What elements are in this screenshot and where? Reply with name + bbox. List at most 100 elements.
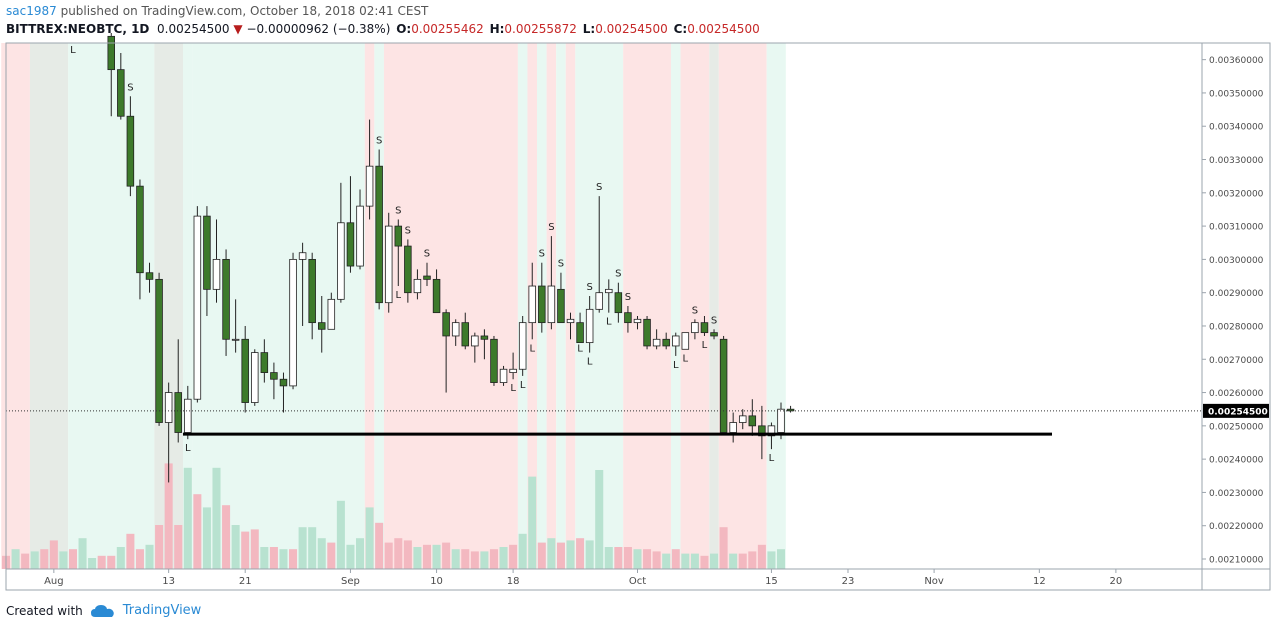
volume-bar — [738, 553, 747, 569]
candle-body — [356, 205, 364, 267]
signal-band — [623, 43, 671, 569]
candle-body — [241, 338, 249, 403]
candle-body — [193, 215, 202, 400]
candle-body — [566, 318, 575, 324]
time-tick-label: 15 — [765, 576, 778, 587]
volume-bar — [384, 542, 393, 569]
volume-bar — [88, 558, 97, 569]
volume-bar — [298, 527, 307, 569]
volume-bar — [681, 553, 690, 569]
time-tick-label: 13 — [162, 576, 175, 587]
volume-bar — [729, 553, 738, 569]
long-signal-label: L — [577, 343, 583, 354]
candle-body — [184, 398, 192, 433]
sell-signal-label: S — [539, 249, 545, 260]
candle-body — [432, 278, 441, 314]
price-tick-label: 0.00320000 — [1209, 189, 1264, 199]
candle-body — [461, 322, 470, 347]
signal-band — [709, 43, 719, 569]
volume-bar — [767, 551, 776, 569]
volume-bar — [250, 529, 259, 569]
volume-bar — [11, 549, 20, 569]
long-signal-label: L — [510, 383, 516, 394]
volume-bar — [690, 553, 699, 569]
candle-body — [758, 425, 766, 437]
price-tick-label: 0.00230000 — [1209, 489, 1264, 499]
volume-bar — [719, 527, 728, 569]
signal-band — [517, 43, 528, 569]
volume-bar — [346, 544, 355, 569]
volume-bar — [662, 553, 671, 569]
volume-bar — [623, 547, 632, 569]
volume-bar — [413, 547, 422, 569]
time-tick-label: Sep — [341, 576, 360, 587]
candle-body — [308, 258, 316, 324]
candle-body — [672, 335, 680, 347]
volume-bar — [289, 549, 298, 569]
volume-bar — [576, 538, 585, 569]
volume-bar — [212, 467, 221, 569]
candle-body — [117, 69, 125, 117]
author-link[interactable]: sac1987 — [6, 4, 57, 18]
time-axis[interactable]: Aug 13 21 Sep 10 18 Oct 15 23 Nov 12 20 — [6, 568, 1270, 587]
candle-body — [365, 165, 374, 207]
volume-bar — [174, 525, 183, 569]
candle-body — [729, 422, 737, 433]
volume-bar — [68, 549, 77, 569]
signal-band — [68, 43, 155, 569]
candle-body — [471, 335, 479, 347]
candle-body — [595, 292, 603, 310]
candle-body — [222, 258, 230, 340]
candle-body — [509, 368, 517, 373]
volume-bar — [97, 555, 106, 569]
signal-band — [29, 43, 69, 569]
candle-body — [767, 425, 776, 437]
candle-body — [662, 338, 670, 347]
published-text: published on TradingView.com, October 18… — [60, 4, 429, 18]
candle-body — [212, 258, 221, 290]
signal-band — [766, 43, 786, 569]
volume-bar — [49, 540, 58, 569]
open-label: O: — [396, 22, 412, 36]
volume-bar — [308, 527, 317, 569]
time-tick-label: 21 — [239, 576, 252, 587]
long-signal-label: L — [606, 317, 612, 328]
tradingview-cloud-icon — [90, 604, 114, 617]
candle-body — [691, 322, 699, 334]
volume-bar — [451, 549, 460, 569]
symbol-label[interactable]: BITTREX:NEOBTC, 1D — [6, 22, 150, 36]
created-with-text: Created with — [6, 603, 83, 618]
candle-body — [260, 352, 269, 373]
candle-body — [279, 378, 288, 387]
long-signal-label: L — [185, 443, 191, 454]
volume-bar — [489, 549, 498, 569]
volume-bar — [556, 542, 565, 569]
candle-body — [576, 322, 584, 344]
last-price-tag-text: 0.00254500 — [1208, 407, 1268, 417]
sell-signal-label: S — [376, 136, 382, 147]
sell-signal-label: S — [596, 182, 602, 193]
volume-bar — [585, 540, 594, 569]
price-tick-label: 0.00300000 — [1209, 256, 1264, 266]
sell-signal-label: S — [711, 315, 717, 326]
last-price-tag — [1203, 403, 1269, 418]
price-tick-label: 0.00240000 — [1209, 456, 1264, 466]
candles — [107, 33, 795, 483]
volume-bar — [327, 542, 336, 569]
volume-bar — [78, 538, 87, 569]
volume-bar — [547, 538, 556, 569]
publish-info: sac1987 published on TradingView.com, Oc… — [6, 4, 428, 18]
candle-body — [231, 338, 240, 341]
tradingview-brand-link[interactable]: TradingView — [122, 603, 202, 618]
price-tick-label: 0.00260000 — [1209, 389, 1264, 399]
volume-bar — [126, 533, 135, 569]
candle-body — [451, 322, 460, 337]
volume-bar — [394, 538, 403, 569]
price-axis[interactable]: 0.00360000 0.00350000 0.00340000 0.00330000… — [1201, 43, 1264, 590]
candle-body — [748, 415, 757, 427]
volume-bar — [633, 549, 642, 569]
candle-body — [203, 215, 211, 290]
volume-bar — [145, 544, 154, 569]
